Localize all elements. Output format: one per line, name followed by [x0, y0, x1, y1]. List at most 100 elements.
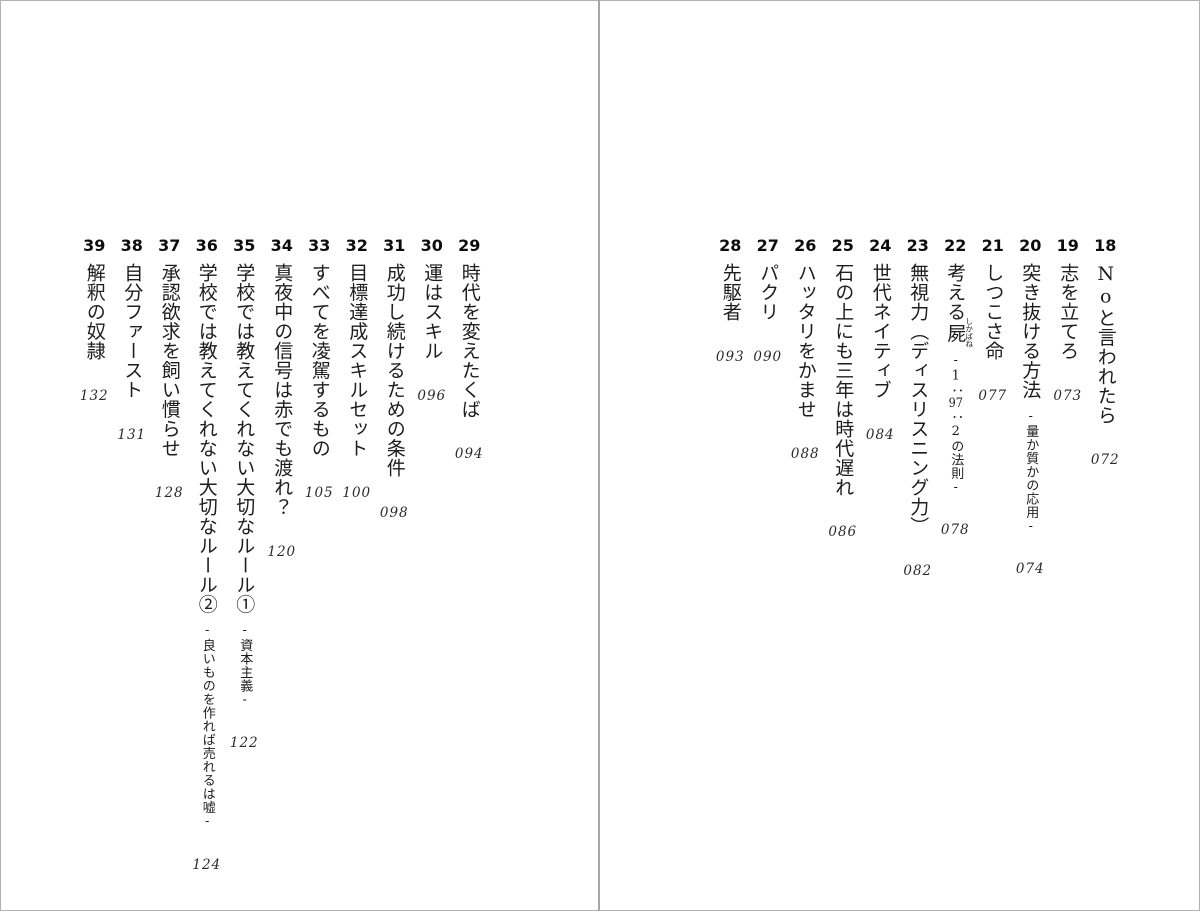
toc-entry: 25 石の上にも三年は時代遅れ 086: [824, 236, 862, 579]
toc-entry: 22 考える屍しかばね -1：97：2の法則- 078: [937, 236, 975, 579]
entry-number: 20: [1019, 236, 1042, 255]
toc-entry: 18 Noと言われたら 072: [1087, 236, 1125, 579]
right-page-toc: 18 Noと言われたら 072 19 志を立てろ 073 20 突き抜ける方法 -…: [712, 236, 1125, 579]
entry-title: 志を立てろ: [1057, 263, 1080, 361]
entry-text-column: 突き抜ける方法 -量か質かの応用-: [1011, 263, 1049, 534]
entry-text-column: 解釈の奴隷: [76, 263, 113, 361]
entry-number: 28: [719, 236, 742, 255]
toc-entry: 28 先駆者 093: [712, 236, 750, 579]
toc-entry: 20 突き抜ける方法 -量か質かの応用- 074: [1012, 236, 1050, 579]
entry-page-number: 100: [342, 485, 372, 501]
entry-text-column: 考える屍しかばね -1：97：2の法則-: [936, 263, 974, 495]
entry-page-number: 093: [715, 348, 745, 365]
toc-entry: 19 志を立てろ 073: [1049, 236, 1087, 579]
entry-subtitle: -量か質かの応用-: [1023, 408, 1039, 535]
page-gutter-divider: [598, 0, 600, 911]
entry-title: すべてを凌駕するもの: [308, 263, 331, 458]
entry-page-number: 082: [903, 563, 933, 579]
entry-title: 目標達成スキルセット: [346, 263, 369, 458]
entry-number: 22: [944, 236, 967, 255]
entry-number: 37: [158, 236, 181, 255]
entry-page-number: 132: [79, 387, 109, 404]
entry-title: 真夜中の信号は赤でも渡れ？: [271, 263, 294, 517]
entry-title: 石の上にも三年は時代遅れ: [832, 263, 855, 497]
entry-text-column: 成功し続けるための条件: [376, 263, 413, 478]
entry-text-column: 世代ネイティブ: [862, 263, 899, 400]
toc-entry: 34 真夜中の信号は赤でも渡れ？ 120: [263, 236, 301, 873]
toc-entry: 26 ハッタリをかませ 088: [787, 236, 825, 579]
entry-number: 35: [233, 236, 256, 255]
entry-number: 38: [120, 236, 143, 255]
entry-page-number: 096: [417, 387, 447, 404]
entry-number: 19: [1056, 236, 1079, 255]
toc-entry: 31 成功し続けるための条件 098: [376, 236, 414, 873]
entry-text-column: 時代を変えたくば: [451, 263, 488, 419]
entry-number: 26: [794, 236, 817, 255]
entry-title: 考える屍しかばね: [944, 263, 974, 348]
entry-text-column: しつこさ命: [974, 263, 1011, 361]
entry-title: 承認欲求を飼い慣らせ: [158, 263, 181, 458]
entry-subtitle: -良いものを作れば売れるは嘘-: [199, 623, 215, 830]
entry-text-column: 石の上にも三年は時代遅れ: [824, 263, 861, 497]
entry-page-number: 105: [304, 485, 334, 501]
entry-text-column: すべてを凌駕するもの: [301, 263, 338, 458]
entry-text-column: 目標達成スキルセット: [338, 263, 375, 458]
entry-title: 突き抜ける方法: [1019, 263, 1042, 400]
entry-text-column: 学校では教えてくれない大切なルール② -良いものを作れば売れるは嘘-: [188, 263, 226, 830]
entry-number: 36: [195, 236, 218, 255]
entry-title: 解釈の奴隷: [83, 263, 106, 361]
toc-entry: 27 パクリ 090: [749, 236, 787, 579]
toc-entry: 35 学校では教えてくれない大切なルール① -資本主義- 122: [226, 236, 264, 873]
entry-text-column: パクリ: [749, 263, 786, 322]
entry-subtitle: -資本主義-: [237, 623, 253, 708]
entry-number: 31: [383, 236, 406, 255]
toc-entry: 33 すべてを凌駕するもの 105: [301, 236, 339, 873]
entry-page-number: 072: [1090, 452, 1120, 468]
toc-entry: 30 運はスキル 096: [413, 236, 451, 873]
entry-number: 30: [420, 236, 443, 255]
toc-entry: 32 目標達成スキルセット 100: [338, 236, 376, 873]
entry-page-number: 124: [192, 856, 222, 873]
entry-text-column: 無視力（ディスリスニング力）: [899, 263, 936, 536]
entry-title: 運はスキル: [421, 263, 444, 361]
entry-title: 先駆者: [719, 263, 742, 322]
entry-title: 成功し続けるための条件: [383, 263, 406, 478]
entry-text-column: 先駆者: [712, 263, 749, 322]
entry-page-number: 098: [379, 504, 409, 521]
toc-entry: 37 承認欲求を飼い慣らせ 128: [151, 236, 189, 873]
entry-page-number: 088: [790, 446, 820, 462]
entry-page-number: 073: [1053, 387, 1083, 404]
entry-title: パクリ: [757, 263, 780, 322]
entry-text-column: 運はスキル: [413, 263, 450, 361]
entry-page-number: 077: [978, 387, 1008, 404]
entry-title: しつこさ命: [982, 263, 1005, 361]
toc-entry: 21 しつこさ命 077: [974, 236, 1012, 579]
entry-title: 学校では教えてくれない大切なルール②: [195, 263, 218, 614]
entry-number: 23: [906, 236, 929, 255]
entry-text-column: 学校では教えてくれない大切なルール① -資本主義-: [225, 263, 263, 708]
entry-text-column: 真夜中の信号は赤でも渡れ？: [263, 263, 300, 517]
left-page-toc: 29 時代を変えたくば 094 30 運はスキル 096 31 成功し続けるため…: [76, 236, 489, 873]
entry-title: 時代を変えたくば: [458, 263, 481, 419]
entry-page-number: 094: [454, 446, 484, 462]
entry-page-number: 078: [940, 522, 970, 538]
entry-title: 学校では教えてくれない大切なルール①: [233, 263, 256, 614]
entry-number: 32: [345, 236, 368, 255]
entry-page-number: 084: [865, 426, 895, 443]
entry-number: 21: [981, 236, 1004, 255]
entry-page-number: 131: [117, 426, 147, 443]
entry-text-column: Noと言われたら: [1087, 263, 1124, 425]
entry-title: 自分ファースト: [121, 263, 144, 400]
entry-page-number: 086: [828, 524, 858, 540]
entry-number: 18: [1094, 236, 1117, 255]
entry-text-column: 承認欲求を飼い慣らせ: [151, 263, 188, 458]
entry-page-number: 074: [1015, 561, 1045, 577]
toc-entry: 38 自分ファースト 131: [113, 236, 151, 873]
entry-number: 27: [756, 236, 779, 255]
entry-title: ハッタリをかませ: [794, 263, 817, 419]
entry-page-number: 090: [753, 348, 783, 365]
entry-page-number: 120: [267, 543, 297, 560]
toc-entry: 36 学校では教えてくれない大切なルール② -良いものを作れば売れるは嘘- 124: [188, 236, 226, 873]
entry-title: Noと言われたら: [1094, 263, 1117, 425]
entry-subtitle: -1：97：2の法則-: [948, 352, 964, 496]
